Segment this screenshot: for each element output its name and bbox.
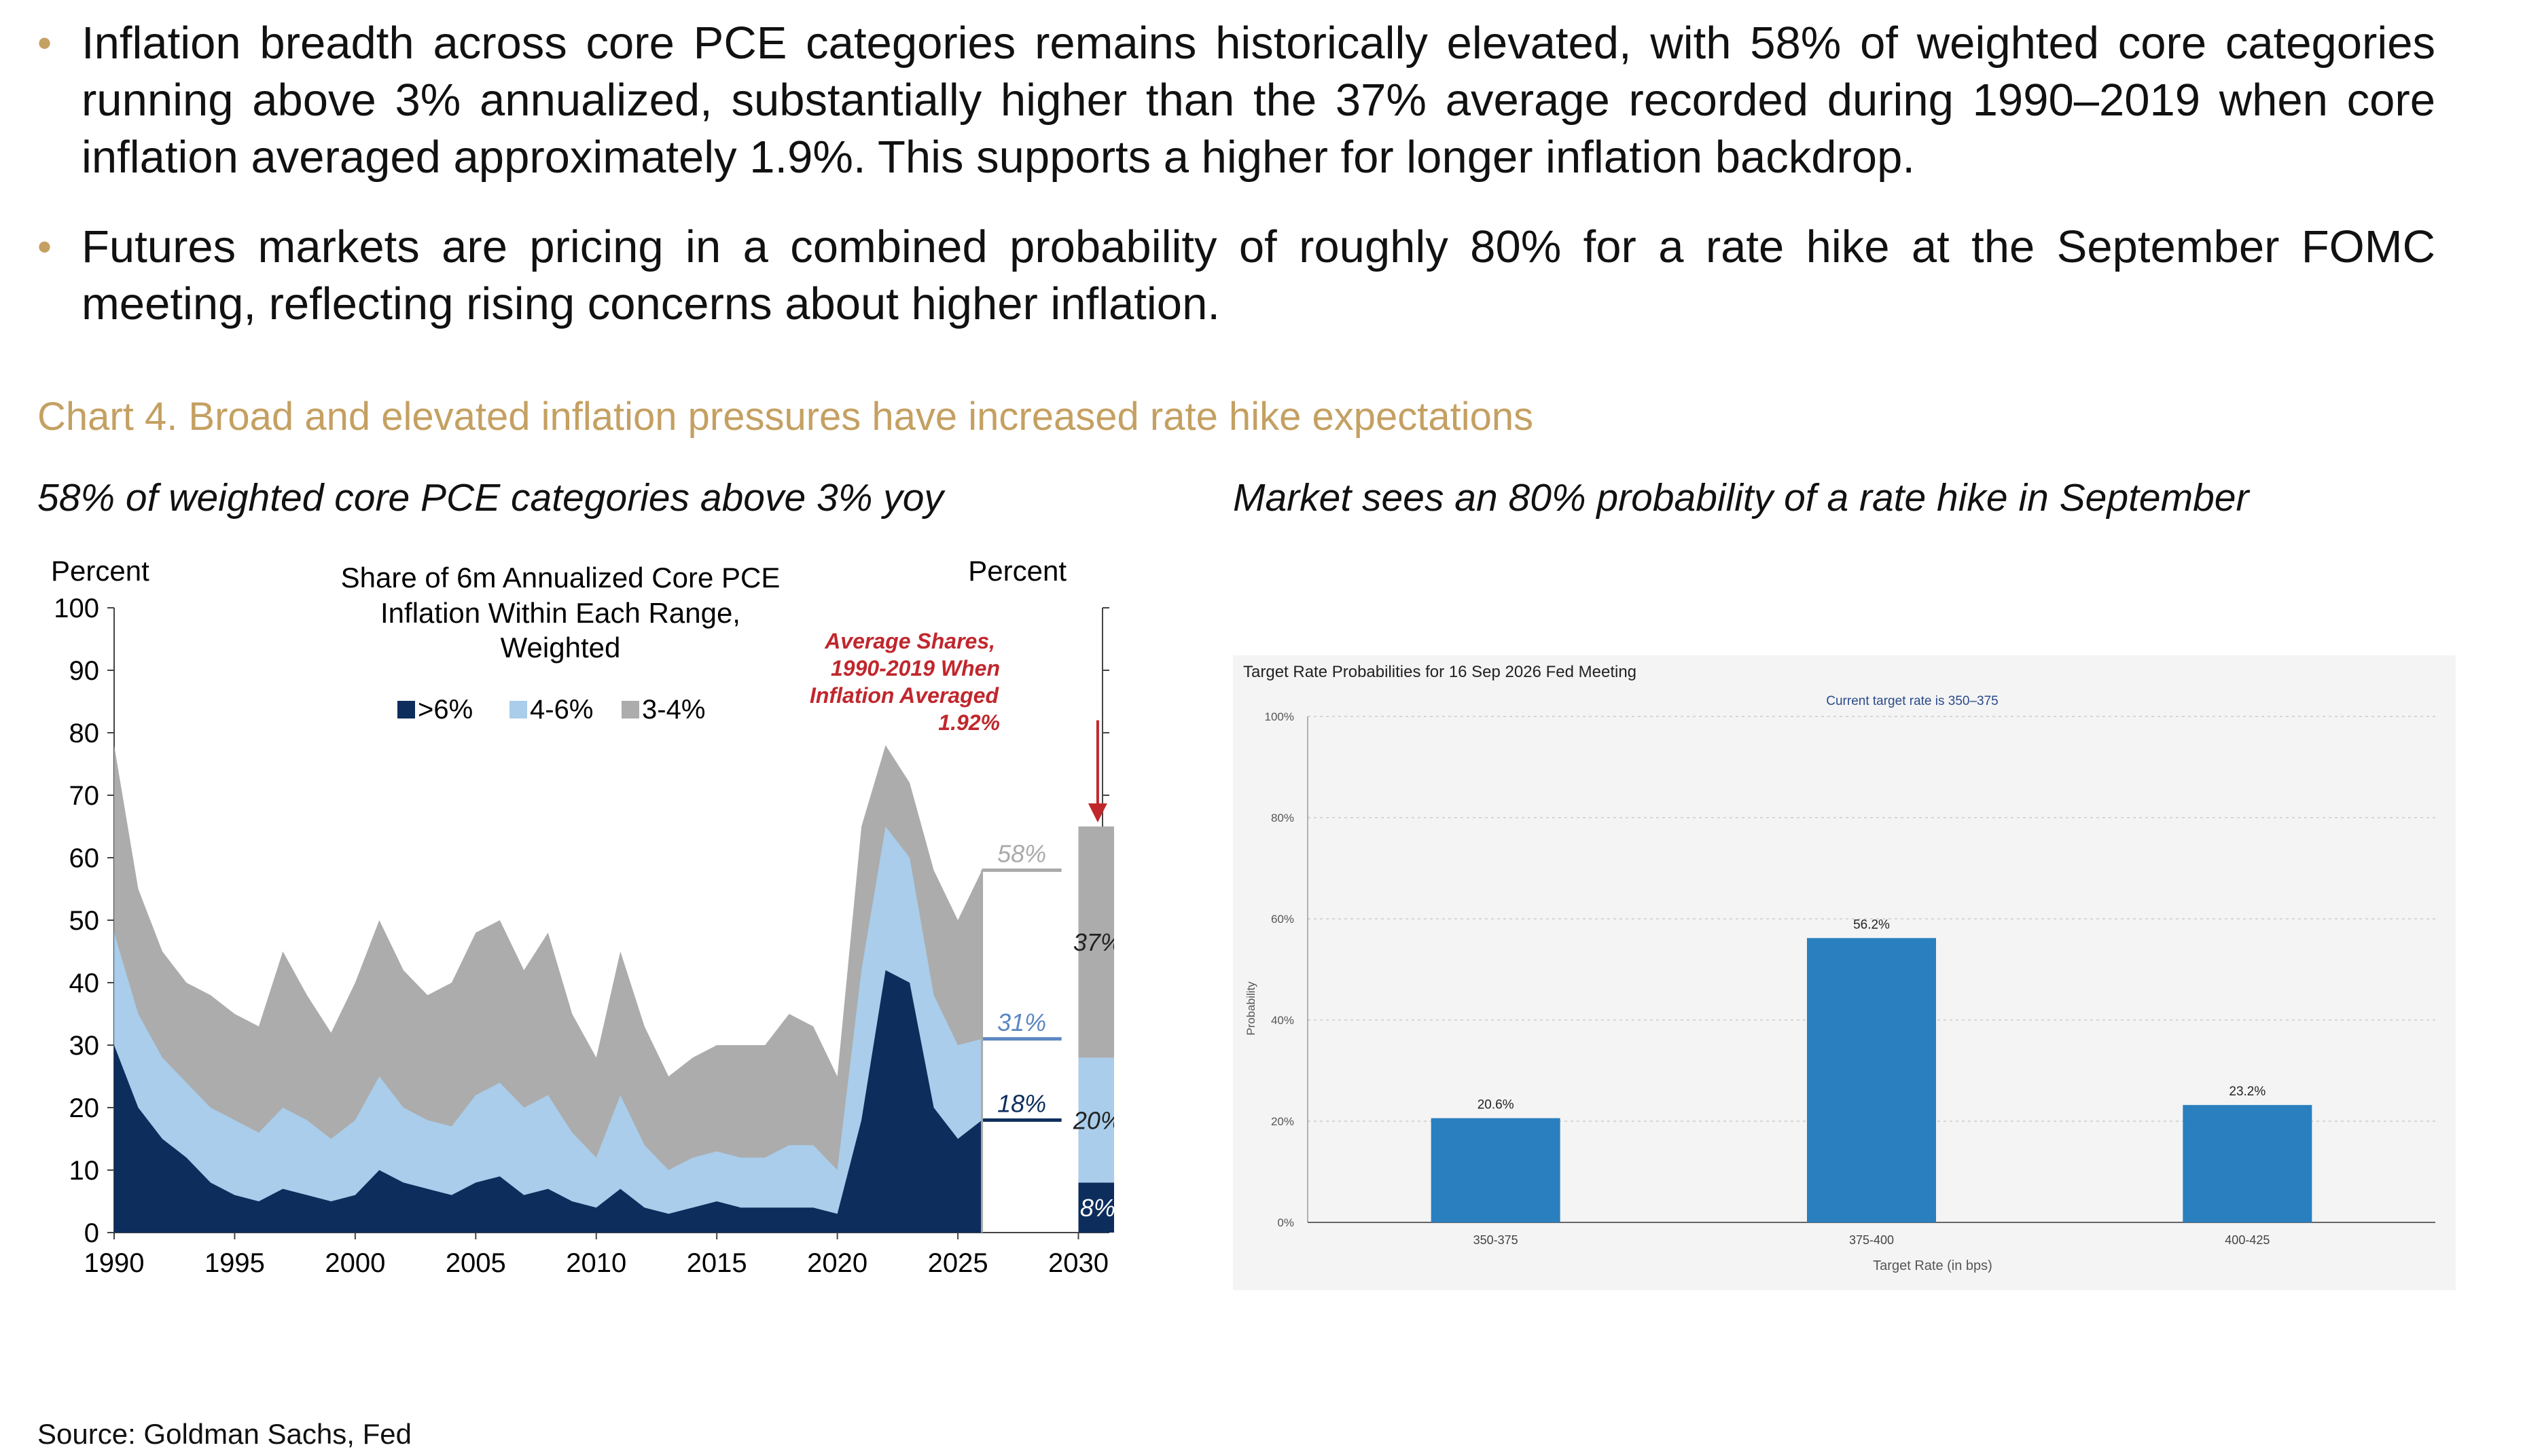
y-tick-label: 10 bbox=[69, 1156, 100, 1186]
bar-value-label: 20.6% bbox=[1478, 1098, 1514, 1112]
probability-chart-title: Target Rate Probabilities for 16 Sep 202… bbox=[1243, 663, 1636, 681]
x-tick-label: 2025 bbox=[928, 1248, 988, 1278]
legend-swatch bbox=[509, 701, 527, 718]
average-bar-segment bbox=[1078, 826, 1114, 1058]
y-tick-label: 100 bbox=[54, 594, 99, 623]
y-tick-label: 80% bbox=[1271, 812, 1294, 824]
x-tick-label: 2020 bbox=[807, 1248, 867, 1278]
legend-swatch bbox=[622, 701, 639, 718]
average-annotation-line2: 1990-2019 When bbox=[831, 656, 1000, 680]
current-level-label: 31% bbox=[997, 1008, 1046, 1036]
bullet-text: Inflation breadth across core PCE catego… bbox=[82, 18, 2435, 183]
bullet-item: • Futures markets are pricing in a combin… bbox=[37, 219, 2435, 333]
right-chart-subtitle: Market sees an 80% probability of a rate… bbox=[1233, 476, 2249, 520]
y-tick-label: 20 bbox=[69, 1093, 100, 1123]
bullet-item: • Inflation breadth across core PCE categ… bbox=[37, 15, 2435, 186]
x-tick-label: 2000 bbox=[325, 1248, 385, 1278]
probability-bar bbox=[1431, 1118, 1560, 1222]
y-tick-label: 40 bbox=[69, 968, 100, 998]
chart-title-line2: Inflation Within Each Range, bbox=[380, 597, 740, 629]
x-tick-label: 2030 bbox=[1048, 1248, 1109, 1278]
current-level-label: 58% bbox=[997, 839, 1046, 867]
bullet-text: Futures markets are pricing in a combine… bbox=[82, 221, 2435, 329]
right-axis-unit: Percent bbox=[968, 555, 1067, 587]
legend-label: >6% bbox=[418, 695, 473, 725]
average-bar-segment bbox=[1078, 1057, 1114, 1183]
area-series->6% bbox=[114, 970, 982, 1233]
x-tick-label: 2005 bbox=[446, 1248, 506, 1278]
y-tick-label: 60 bbox=[69, 843, 100, 873]
x-tick-label: 1995 bbox=[204, 1248, 265, 1278]
bullet-list: • Inflation breadth across core PCE categ… bbox=[37, 15, 2435, 365]
category-label: 375-400 bbox=[1849, 1233, 1894, 1247]
y-tick-label: 90 bbox=[69, 656, 100, 686]
category-label: 350-375 bbox=[1473, 1233, 1518, 1247]
y-tick-label: 70 bbox=[69, 781, 100, 811]
current-rate-note: Current target rate is 350–375 bbox=[1826, 694, 1999, 708]
average-annotation-line4: 1.92% bbox=[938, 710, 1000, 735]
y-tick-label: 30 bbox=[69, 1031, 100, 1061]
category-label: 400-425 bbox=[2225, 1233, 2270, 1247]
chart-title-line3: Weighted bbox=[501, 632, 621, 663]
y-tick-label: 50 bbox=[69, 906, 100, 936]
x-tick-label: 1990 bbox=[84, 1248, 145, 1278]
y-tick-label: 80 bbox=[69, 718, 100, 748]
probability-axis-label: Probability bbox=[1244, 981, 1257, 1036]
bullet-dot-icon: • bbox=[37, 20, 52, 66]
average-bar-label: 8% bbox=[1080, 1194, 1114, 1222]
chart-legend: >6% 4-6% 3-4% bbox=[397, 695, 705, 725]
average-bar-segment bbox=[1078, 1182, 1114, 1233]
bar-value-label: 23.2% bbox=[2229, 1085, 2266, 1099]
chart-title-line1: Share of 6m Annualized Core PCE bbox=[341, 562, 781, 594]
y-tick-label: 0% bbox=[1277, 1216, 1294, 1229]
y-tick-label: 20% bbox=[1271, 1115, 1294, 1128]
bullet-dot-icon: • bbox=[37, 224, 52, 270]
bar-plot-area: 0% 20% 40% 60% 80% 100% 20.6% 350-375 56.2% 375-4… bbox=[1265, 710, 2435, 1247]
pce-breadth-chart: Percent Percent Share of 6m Annualized C… bbox=[51, 555, 1114, 1278]
legend-label: 4-6% bbox=[530, 695, 593, 725]
area-series-3-4% bbox=[114, 745, 982, 1233]
average-bar-label: 20% bbox=[1073, 1106, 1114, 1134]
y-tick-label: 0 bbox=[84, 1218, 99, 1248]
probability-bar bbox=[1807, 938, 1936, 1222]
y-tick-label: 40% bbox=[1271, 1014, 1294, 1027]
average-annotation-line1: Average Shares, bbox=[824, 629, 995, 653]
fed-probability-chart: Target Rate Probabilities for 16 Sep 202… bbox=[1233, 655, 2456, 1290]
probability-bar bbox=[2183, 1105, 2312, 1222]
x-tick-label: 2010 bbox=[566, 1248, 626, 1278]
left-axis-unit: Percent bbox=[51, 555, 149, 587]
y-tick-label: 100% bbox=[1265, 710, 1294, 723]
average-arrow-head bbox=[1088, 803, 1107, 822]
current-level-label: 18% bbox=[997, 1089, 1046, 1117]
average-annotation-line3: Inflation Averaged bbox=[810, 683, 999, 708]
average-bar-label: 37% bbox=[1073, 928, 1114, 956]
y-tick-label: 60% bbox=[1271, 913, 1294, 926]
target-rate-axis-label: Target Rate (in bps) bbox=[1873, 1258, 1992, 1273]
x-tick-label: 2015 bbox=[687, 1248, 747, 1278]
left-chart-subtitle: 58% of weighted core PCE categories abov… bbox=[37, 476, 944, 520]
source-note: Source: Goldman Sachs, Fed bbox=[37, 1418, 412, 1450]
legend-swatch bbox=[397, 701, 415, 718]
chart-heading: Chart 4. Broad and elevated inflation pr… bbox=[37, 395, 1534, 439]
legend-label: 3-4% bbox=[642, 695, 705, 725]
plot-area: 0010102020303040405050606070708080909010… bbox=[54, 594, 1114, 1278]
bar-value-label: 56.2% bbox=[1853, 917, 1890, 932]
